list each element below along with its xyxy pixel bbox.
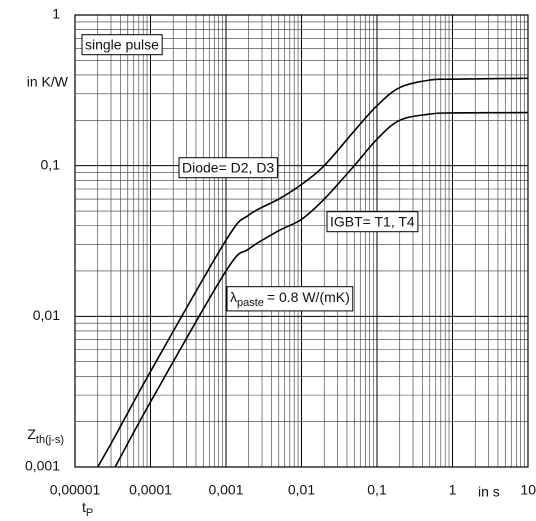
label-box: IGBT= T1, T4 — [326, 211, 419, 233]
label-box: Diode= D2, D3 — [178, 157, 278, 179]
x-unit: in s — [478, 484, 500, 500]
series-label: IGBT= T1, T4 — [330, 214, 415, 230]
y-tick-label: 0,001 — [25, 458, 60, 474]
series-line — [97, 77, 529, 468]
label-frame — [81, 34, 163, 56]
lambda-text: = 0.8 W/(mK) — [267, 289, 350, 305]
label-box: single pulse — [81, 34, 163, 56]
y-axis-label-subscript: th(j-s) — [36, 434, 64, 446]
x-axis-label-symbol: t — [82, 499, 86, 515]
label-box: λpaste = 0.8 W/(mK) — [226, 286, 354, 312]
label-frame — [226, 286, 354, 312]
plot-frame — [74, 14, 529, 468]
x-tick-label: 0,1 — [367, 482, 387, 498]
y-tick-label: 0,01 — [33, 307, 60, 323]
label-frame — [178, 157, 278, 179]
label-frame — [326, 211, 419, 233]
lambda-label: λpaste = 0.8 W/(mK) — [230, 289, 350, 309]
x-tick-label: 0,00001 — [50, 482, 101, 498]
x-tick-label: 0,0001 — [129, 482, 172, 498]
x-axis-label-subscript: P — [86, 507, 93, 519]
series-line — [114, 111, 529, 468]
x-tick-label: 1 — [449, 482, 457, 498]
lambda-subscript: paste — [237, 297, 264, 309]
x-tick-label: 0,001 — [208, 482, 243, 498]
y-axis-label-symbol: Z — [27, 426, 36, 442]
x-tick-label: 10 — [520, 482, 536, 498]
y-tick-label: 1 — [52, 6, 60, 22]
series-label: Diode= D2, D3 — [182, 160, 274, 176]
y-axis-label: Zth(j-s) — [27, 426, 64, 446]
x-tick-label: 0,01 — [288, 482, 315, 498]
y-unit: in K/W — [27, 74, 69, 90]
x-axis-label: tP — [82, 499, 93, 519]
lambda-symbol: λ — [230, 289, 237, 305]
y-tick-label: 0,1 — [41, 156, 61, 172]
annotation: single pulse — [85, 37, 159, 53]
